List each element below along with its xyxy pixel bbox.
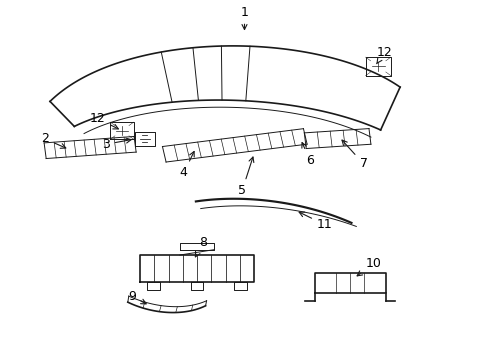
Text: 5: 5 (238, 157, 253, 197)
Text: 3: 3 (102, 138, 131, 151)
Text: 12: 12 (376, 46, 391, 64)
Text: 10: 10 (356, 257, 381, 276)
Text: 6: 6 (301, 143, 313, 167)
Text: 4: 4 (180, 152, 194, 179)
Text: 2: 2 (41, 132, 66, 148)
Text: 7: 7 (341, 140, 367, 170)
Text: 8: 8 (195, 236, 207, 257)
Text: 9: 9 (127, 289, 146, 304)
Text: 11: 11 (299, 212, 332, 231)
Text: 12: 12 (90, 112, 118, 129)
Text: 1: 1 (240, 6, 248, 30)
